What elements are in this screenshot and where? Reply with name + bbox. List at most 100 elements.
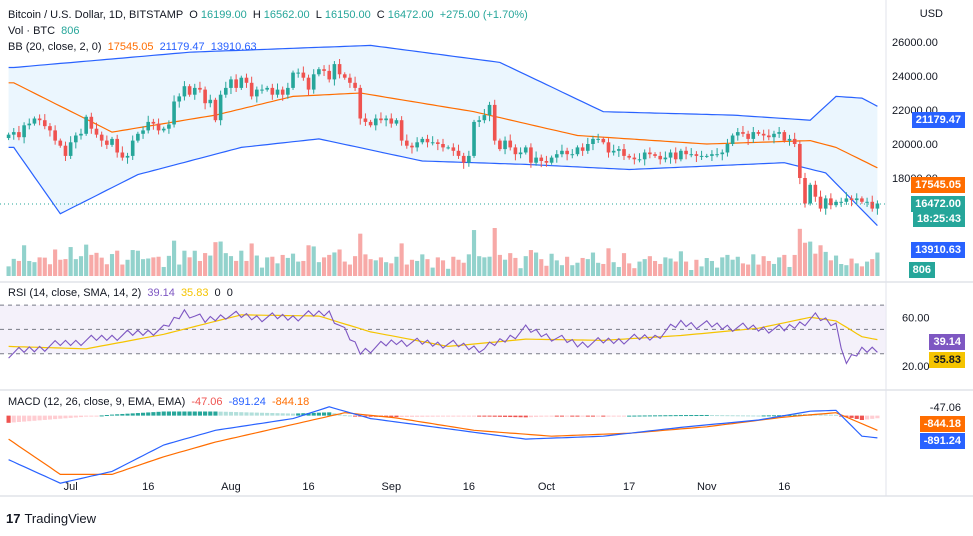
candle-body	[27, 123, 32, 126]
macd-histogram-bar	[606, 415, 611, 417]
macd-histogram-bar	[771, 415, 777, 417]
volume-bar	[265, 257, 270, 276]
candle-body	[849, 198, 854, 201]
volume-bar	[740, 263, 746, 276]
candle-body	[611, 150, 616, 153]
tradingview-logo[interactable]: 17 TradingView	[6, 511, 96, 526]
volume-bar	[27, 260, 32, 276]
candle-body	[436, 142, 440, 144]
volume-bar	[575, 262, 580, 276]
time-tick-label: Oct	[538, 481, 555, 493]
candle-body	[503, 140, 507, 150]
volume-bar	[125, 259, 130, 276]
macd-histogram-bar	[213, 411, 218, 416]
candle-body	[348, 77, 352, 83]
candle-body	[767, 135, 771, 138]
macd-line-value: -891.24	[228, 396, 266, 408]
volume-bar	[859, 266, 864, 276]
volume-bar	[161, 266, 166, 276]
volume-bar	[166, 255, 171, 276]
macd-histogram-bar	[78, 415, 84, 418]
time-tick-label: Jul	[64, 481, 78, 493]
macd-histogram-bar	[327, 412, 332, 416]
macd-histogram-bar	[285, 413, 290, 416]
volume-bar	[223, 253, 228, 276]
candle-body	[63, 145, 68, 156]
macd-histogram-bar	[104, 415, 109, 417]
candle-body	[125, 155, 130, 158]
volume-bar	[347, 264, 352, 276]
macd-histogram-bar	[482, 415, 487, 417]
volume-bar	[337, 249, 342, 276]
symbol-title: Bitcoin / U.S. Dollar, 1D, BITSTAMP	[8, 9, 184, 21]
high-value: 16562.00	[263, 9, 310, 21]
macd-histogram-bar	[487, 415, 492, 417]
volume-bar	[482, 257, 487, 276]
macd-histogram-bar	[544, 415, 549, 417]
macd-histogram-bar	[337, 414, 342, 416]
volume-bar	[290, 253, 296, 276]
macd-histogram-bar	[709, 415, 714, 417]
macd-histogram-bar	[647, 415, 652, 417]
candle-body	[777, 132, 781, 134]
candle-body	[560, 150, 564, 155]
macd-histogram-bar	[430, 415, 435, 417]
volume-bar	[177, 264, 182, 276]
volume-bar	[502, 259, 508, 276]
bb-legend[interactable]: BB (20, close, 2, 0) 17545.05 21179.47 1…	[8, 40, 260, 54]
volume-bar	[875, 252, 880, 276]
candle-body	[467, 155, 471, 163]
bb-mid-tag: 17545.05	[911, 177, 965, 193]
macd-histogram-bar	[94, 415, 99, 417]
macd-histogram-bar	[187, 411, 192, 416]
bb-lower-line	[8, 138, 878, 227]
macd-histogram-bar	[471, 415, 477, 417]
candle-body	[518, 152, 523, 155]
candle-body	[746, 133, 750, 139]
macd-histogram-bar	[875, 415, 880, 419]
candle-body	[296, 72, 301, 74]
candle-body	[42, 120, 47, 127]
candle-body	[803, 178, 807, 204]
macd-histogram-bar	[32, 415, 37, 421]
candle-body	[105, 140, 109, 145]
volume-bar	[275, 263, 280, 276]
volume-bar	[358, 233, 363, 276]
macd-histogram-bar	[559, 415, 565, 417]
rsi-label: RSI (14, close, SMA, 14, 2)	[8, 287, 142, 299]
rsi-tag: 39.14	[929, 334, 965, 350]
candle-body	[529, 147, 533, 163]
macd-histogram-bar	[73, 415, 78, 418]
macd-histogram-bar	[699, 414, 704, 416]
volume-bar	[771, 263, 777, 276]
volume-bar	[16, 260, 21, 276]
volume-bar	[208, 255, 213, 276]
candle-body	[704, 155, 709, 157]
candle-body	[870, 201, 875, 209]
volume-bar	[818, 245, 823, 276]
volume-bar	[802, 242, 808, 276]
volume-bar	[720, 257, 725, 276]
macd-histogram-bar	[596, 415, 601, 417]
candle-body	[627, 155, 631, 158]
macd-histogram-bar	[228, 411, 234, 416]
candle-body	[854, 198, 859, 201]
macd-histogram-bar	[715, 415, 720, 417]
macd-histogram-bar	[192, 411, 197, 416]
rsi-legend[interactable]: RSI (14, close, SMA, 14, 2) 39.14 35.83 …	[8, 286, 236, 300]
macd-legend[interactable]: MACD (12, 26, close, 9, EMA, EMA) -47.06…	[8, 395, 312, 409]
macd-histogram-bar	[218, 411, 223, 416]
macd-line	[8, 406, 878, 484]
volume-bar	[140, 259, 146, 276]
macd-histogram-bar	[409, 415, 415, 417]
macd-histogram-bar	[353, 415, 358, 417]
candle-body	[642, 152, 647, 160]
rsi-tick-label: 60.00	[902, 312, 930, 324]
countdown-tag: 18:25:43	[912, 211, 965, 227]
candle-body	[177, 96, 182, 102]
macd-histogram-bar	[203, 411, 208, 416]
candle-body	[813, 184, 818, 197]
volume-bar	[637, 261, 642, 276]
volume-legend[interactable]: Vol · BTC 806	[8, 24, 83, 38]
macd-histogram-bar	[16, 415, 21, 422]
